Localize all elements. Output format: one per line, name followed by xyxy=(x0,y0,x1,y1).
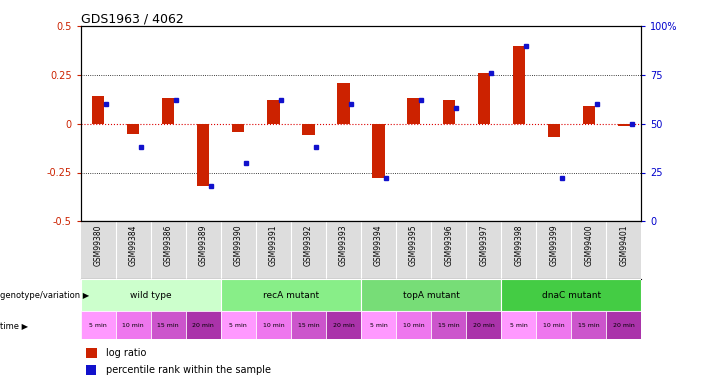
Text: 10 min: 10 min xyxy=(543,323,564,328)
Text: 5 min: 5 min xyxy=(510,323,528,328)
Text: GSM99393: GSM99393 xyxy=(339,224,348,266)
Text: GSM99396: GSM99396 xyxy=(444,224,453,266)
Bar xyxy=(116,311,151,339)
Text: GSM99380: GSM99380 xyxy=(94,224,102,266)
Bar xyxy=(151,311,186,339)
Text: 10 min: 10 min xyxy=(123,323,144,328)
Text: GSM99398: GSM99398 xyxy=(515,224,523,266)
Text: log ratio: log ratio xyxy=(106,348,147,358)
Bar xyxy=(326,311,361,339)
Text: GSM99399: GSM99399 xyxy=(550,224,558,266)
Bar xyxy=(396,311,431,339)
Text: percentile rank within the sample: percentile rank within the sample xyxy=(106,365,271,375)
Bar xyxy=(127,124,139,134)
Bar xyxy=(291,311,326,339)
Text: 15 min: 15 min xyxy=(578,323,599,328)
Bar xyxy=(547,124,560,137)
Bar xyxy=(431,311,466,339)
Bar xyxy=(512,46,525,124)
Text: 20 min: 20 min xyxy=(192,323,215,328)
Bar xyxy=(361,279,501,311)
Bar xyxy=(86,365,96,375)
Bar xyxy=(606,311,641,339)
Bar xyxy=(186,311,221,339)
Text: 5 min: 5 min xyxy=(229,323,247,328)
Bar xyxy=(361,311,396,339)
Bar xyxy=(197,124,210,186)
Bar xyxy=(407,98,420,124)
Text: 10 min: 10 min xyxy=(403,323,424,328)
Bar xyxy=(536,311,571,339)
Bar xyxy=(337,83,350,124)
Text: wild type: wild type xyxy=(130,291,172,300)
Bar xyxy=(86,348,97,358)
Bar xyxy=(618,124,630,126)
Bar xyxy=(571,311,606,339)
Text: 15 min: 15 min xyxy=(158,323,179,328)
Text: GSM99392: GSM99392 xyxy=(304,224,313,266)
Bar xyxy=(162,98,175,124)
Bar xyxy=(221,311,256,339)
Text: 20 min: 20 min xyxy=(613,323,635,328)
Bar xyxy=(501,311,536,339)
Bar xyxy=(232,124,245,132)
Text: 20 min: 20 min xyxy=(332,323,355,328)
Bar xyxy=(477,73,490,124)
Bar xyxy=(501,279,641,311)
Text: 20 min: 20 min xyxy=(472,323,495,328)
Text: GSM99384: GSM99384 xyxy=(129,224,137,266)
Text: GSM99394: GSM99394 xyxy=(374,224,383,266)
Bar xyxy=(267,100,280,124)
Text: 5 min: 5 min xyxy=(369,323,388,328)
Bar xyxy=(466,311,501,339)
Text: genotype/variation ▶: genotype/variation ▶ xyxy=(0,291,89,300)
Text: GSM99391: GSM99391 xyxy=(269,224,278,266)
Bar xyxy=(372,124,385,178)
Text: topA mutant: topA mutant xyxy=(402,291,460,300)
Text: GSM99400: GSM99400 xyxy=(585,224,593,266)
Text: GSM99397: GSM99397 xyxy=(479,224,488,266)
Text: 15 min: 15 min xyxy=(438,323,459,328)
Text: 10 min: 10 min xyxy=(263,323,284,328)
Text: GSM99395: GSM99395 xyxy=(409,224,418,266)
Text: 15 min: 15 min xyxy=(298,323,319,328)
Bar xyxy=(221,279,361,311)
Text: GSM99389: GSM99389 xyxy=(199,224,207,266)
Text: GSM99401: GSM99401 xyxy=(620,224,628,266)
Bar xyxy=(442,100,455,124)
Bar xyxy=(302,124,315,135)
Bar xyxy=(81,311,116,339)
Text: dnaC mutant: dnaC mutant xyxy=(542,291,601,300)
Text: time ▶: time ▶ xyxy=(0,321,28,330)
Bar xyxy=(92,96,104,124)
Text: GDS1963 / 4062: GDS1963 / 4062 xyxy=(81,12,184,25)
Text: GSM99390: GSM99390 xyxy=(234,224,243,266)
Text: recA mutant: recA mutant xyxy=(263,291,319,300)
Bar xyxy=(81,279,221,311)
Bar xyxy=(256,311,291,339)
Bar xyxy=(583,106,595,124)
Text: 5 min: 5 min xyxy=(89,323,107,328)
Text: GSM99386: GSM99386 xyxy=(164,224,172,266)
